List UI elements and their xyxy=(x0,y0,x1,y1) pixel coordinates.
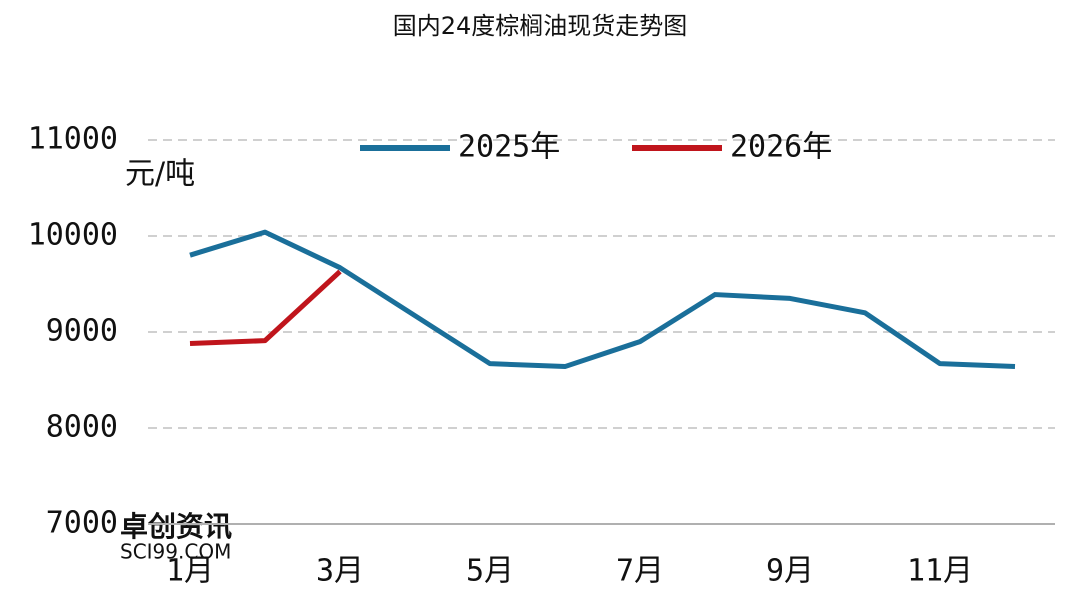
series-line xyxy=(189,269,342,347)
x-tick-label: 1月 xyxy=(166,554,214,589)
legend-label: 2025年 xyxy=(458,130,560,165)
y-axis-label: 元/吨 xyxy=(125,157,195,192)
chart-title: 国内24度棕榈油现货走势图 xyxy=(393,12,688,40)
y-tick-label: 7000 xyxy=(46,506,118,541)
series-line xyxy=(189,229,1016,370)
x-tick-label: 9月 xyxy=(766,554,814,589)
legend-label: 2026年 xyxy=(730,130,832,165)
x-tick-label: 3月 xyxy=(316,554,364,589)
y-tick-label: 10000 xyxy=(28,218,118,253)
x-tick-label: 5月 xyxy=(466,554,514,589)
y-tick-label: 11000 xyxy=(28,122,118,157)
watermark: 卓创资讯 xyxy=(120,510,232,543)
y-tick-label: 9000 xyxy=(46,314,118,349)
watermark: SCI99.COM xyxy=(120,540,231,564)
y-tick-label: 8000 xyxy=(46,410,118,445)
x-tick-label: 11月 xyxy=(907,554,973,589)
x-tick-label: 7月 xyxy=(616,554,664,589)
